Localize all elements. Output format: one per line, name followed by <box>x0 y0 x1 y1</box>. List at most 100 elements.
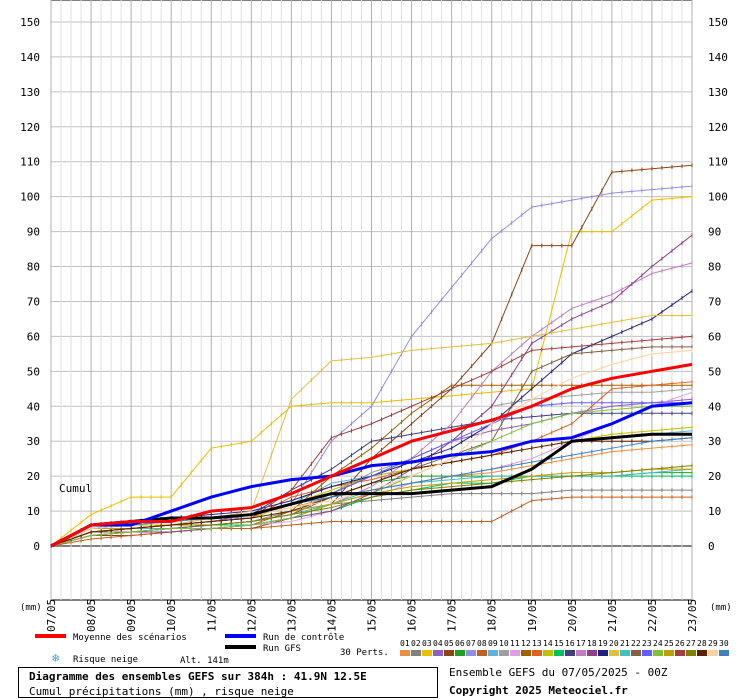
pert-number: 06 <box>455 639 465 648</box>
y-tick-label-left: 100 <box>20 191 40 204</box>
y-tick-label-left: 90 <box>27 226 40 239</box>
pert-swatch <box>708 650 718 656</box>
pert-swatch <box>598 650 608 656</box>
y-tick-label-right: 100 <box>708 191 728 204</box>
pert-number: 14 <box>543 639 553 648</box>
x-tick-label: 09/05 <box>125 599 138 632</box>
pert-swatch <box>620 650 630 656</box>
pert-swatch <box>510 650 520 656</box>
pert-number: 20 <box>609 639 619 648</box>
y-tick-label-left: 140 <box>20 51 40 64</box>
pert-swatch <box>521 650 531 656</box>
pert-swatch <box>400 650 410 656</box>
run-info: Ensemble GEFS du 07/05/2025 - 00Z <box>449 666 668 679</box>
pert-swatch <box>686 650 696 656</box>
main-lines <box>50 362 693 548</box>
y-tick-label-right: 140 <box>708 51 728 64</box>
pert-number: 13 <box>532 639 542 648</box>
y-tick-label-right: 80 <box>708 261 721 274</box>
x-tick-label: 21/05 <box>606 599 619 632</box>
y-tick-label-right: 0 <box>708 540 715 553</box>
y-axis-left: 0 10 20 30 40 50 60 70 80 90 100 110 120 130 140 150 <box>20 16 40 553</box>
footer-box: Diagramme des ensembles GEFS sur 384h : … <box>18 667 438 698</box>
pert-swatch <box>675 650 685 656</box>
pert-number: 12 <box>521 639 531 648</box>
y-tick-label-right: 20 <box>708 470 721 483</box>
x-tick-label: 15/05 <box>366 599 379 632</box>
y-tick-label-right: 130 <box>708 86 728 99</box>
pert-swatch <box>433 650 443 656</box>
legend-control-label: Run de contrôle <box>263 632 344 643</box>
x-tick-label: 17/05 <box>446 599 459 632</box>
pert-number: 30 <box>719 639 729 648</box>
pert-swatch <box>532 650 542 656</box>
pert-swatch <box>466 650 476 656</box>
x-unit-left: (mm) <box>20 603 42 613</box>
y-tick-label-right: 70 <box>708 295 721 308</box>
pert-number: 26 <box>675 639 685 648</box>
pert-swatch <box>444 650 454 656</box>
x-tick-label: 10/05 <box>165 599 178 632</box>
x-tick-label: 08/05 <box>85 599 98 632</box>
pert-swatch <box>664 650 674 656</box>
y-tick-label-left: 130 <box>20 86 40 99</box>
pert-number: 28 <box>697 639 707 648</box>
pert-swatch <box>653 650 663 656</box>
perts-label: 30 Perts. <box>340 648 389 658</box>
y-tick-label-left: 20 <box>27 470 40 483</box>
pert-number: 07 <box>466 639 476 648</box>
pert-number: 16 <box>565 639 575 648</box>
pert-number: 22 <box>631 639 641 648</box>
x-tick-label: 20/05 <box>566 599 579 632</box>
x-tick-label: 07/05 <box>45 599 58 632</box>
pert-number: 01 <box>400 639 410 648</box>
pert-swatch <box>642 650 652 656</box>
pert-number: 29 <box>708 639 718 648</box>
y-tick-label-right: 150 <box>708 16 728 29</box>
mean-line <box>50 362 693 548</box>
pert-number: 09 <box>488 639 498 648</box>
x-tick-label: 19/05 <box>526 599 539 632</box>
pert-number: 27 <box>686 639 696 648</box>
y-tick-label-left: 80 <box>27 261 40 274</box>
chart-title: Diagramme des ensembles GEFS sur 384h : … <box>29 670 367 683</box>
x-tick-label: 22/05 <box>646 599 659 632</box>
x-tick-label: 23/05 <box>686 599 699 632</box>
pert-swatch <box>554 650 564 656</box>
pert-swatch <box>565 650 575 656</box>
y-tick-label-left: 110 <box>20 156 40 169</box>
y-tick-label-left: 70 <box>27 295 40 308</box>
pert-swatch <box>719 650 729 656</box>
gfs-line <box>50 432 692 548</box>
legend-gfs-label: Run GFS <box>263 644 301 654</box>
pert-swatch <box>499 650 509 656</box>
pert-swatch <box>488 650 498 656</box>
snowflake-icon: ❄ <box>52 651 59 665</box>
y-tick-label-right: 110 <box>708 156 728 169</box>
y-tick-label-left: 40 <box>27 400 40 413</box>
legend-mean-label: Moyenne des scénarios <box>73 632 187 643</box>
pert-number: 05 <box>444 639 454 648</box>
y-tick-label-right: 40 <box>708 400 721 413</box>
x-tick-label: 14/05 <box>325 599 338 632</box>
pert-number: 08 <box>477 639 487 648</box>
x-tick-label: 16/05 <box>406 599 419 632</box>
altitude-label: Alt. 141m <box>180 656 229 666</box>
y-tick-label-right: 120 <box>708 121 728 134</box>
y-axis-right: 0 10 20 30 40 50 60 70 80 90 100 110 120 130 140 150 <box>708 16 728 553</box>
legend-snow-label: Risque neige <box>73 655 138 665</box>
pert-swatch <box>587 650 597 656</box>
chart-subtitle: Cumul précipitations (mm) , risque neige <box>29 685 294 698</box>
y-tick-label-left: 60 <box>27 330 40 343</box>
y-tick-label-left: 120 <box>20 121 40 134</box>
pert-swatch <box>411 650 421 656</box>
pert-number: 25 <box>664 639 674 648</box>
pert-swatch <box>455 650 465 656</box>
pert-swatch <box>576 650 586 656</box>
x-tick-label: 12/05 <box>245 599 258 632</box>
y-tick-label-right: 30 <box>708 435 721 448</box>
x-axis: 07/05 08/05 09/05 10/05 11/05 12/05 13/05 14/05… <box>45 599 699 632</box>
pert-number: 18 <box>587 639 597 648</box>
x-tick-label: 13/05 <box>285 599 298 632</box>
